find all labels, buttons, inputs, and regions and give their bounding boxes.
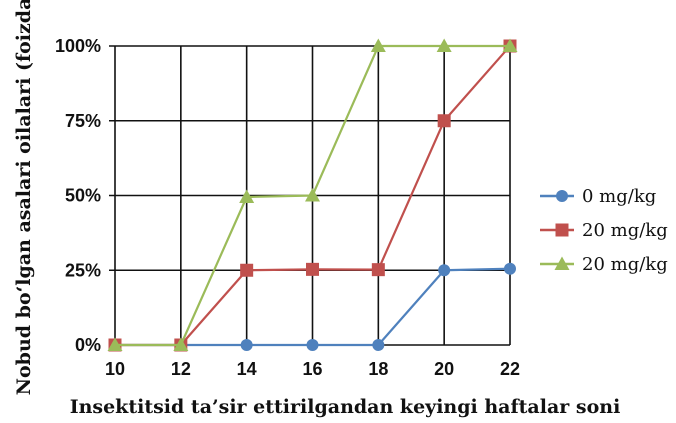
data-point-triangle [239,189,255,203]
y-tick-label: 25% [65,260,101,280]
x-tick-label: 10 [105,359,125,379]
legend: 0 mg/kg 20 mg/kg 20 mg/kg [540,186,668,275]
data-point-circle [240,339,253,351]
data-point-triangle [370,38,386,52]
x-tick-label: 22 [500,359,520,379]
series-layer [107,38,518,352]
x-tick-label: 18 [368,359,388,379]
data-point-square [371,263,385,277]
data-point-circle [372,339,385,351]
data-point-triangle [107,337,123,351]
legend-item: 20 mg/kg [540,254,668,275]
data-point-circle [556,190,568,202]
data-point-square [437,114,451,128]
data-point-triangle [502,38,518,52]
x-tick-label: 20 [434,359,454,379]
data-point-triangle [554,256,570,270]
x-tick-label: 16 [302,359,322,379]
y-tick-label: 100% [55,36,101,56]
data-point-square [306,262,319,276]
x-tick-label: 12 [171,359,191,379]
data-point-triangle [173,337,189,351]
legend-label: 0 mg/kg [582,186,656,207]
x-axis-title: Insektitsid ta’sir ettirilgandan keyingi… [70,396,621,418]
data-point-circle [306,339,319,351]
legend-label: 20 mg/kg [582,220,668,241]
y-tick-label: 0% [75,335,101,355]
y-axis-ticks: 0% 25% 50% 75% 100% [55,36,101,355]
y-tick-label: 75% [65,111,101,131]
data-point-square [555,223,569,237]
series-3 [107,38,518,351]
x-tick-label: 14 [237,359,257,379]
data-point-circle [504,262,516,275]
y-tick-label: 50% [65,186,101,206]
data-point-triangle [305,188,320,202]
legend-item: 20 mg/kg [540,220,668,241]
data-point-square [240,263,254,277]
y-axis-title: Nobud bo‘lgan asalari oilalari (foizda) [13,0,35,395]
x-axis-ticks: 10 12 14 16 18 20 22 [105,359,520,379]
legend-label: 20 mg/kg [582,254,668,275]
legend-item: 0 mg/kg [540,186,656,207]
data-point-circle [438,264,451,277]
data-point-triangle [436,38,452,52]
